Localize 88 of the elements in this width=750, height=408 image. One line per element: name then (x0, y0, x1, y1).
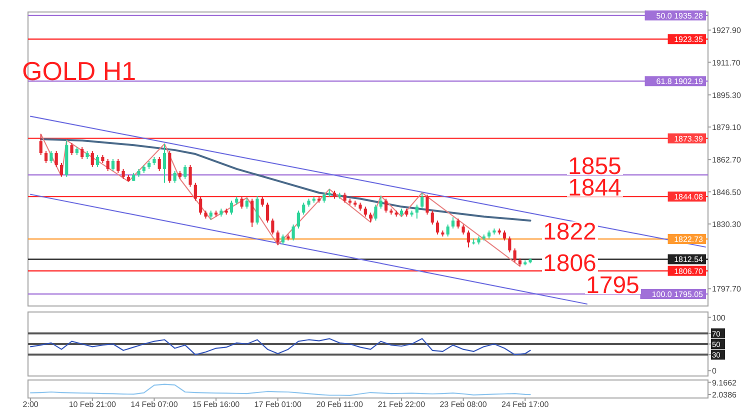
candlestick (384, 198, 388, 214)
candlestick (502, 230, 506, 241)
candlestick (374, 204, 378, 222)
candlestick (90, 150, 94, 168)
y-tick-label: 1879.10 (712, 123, 742, 132)
candlestick (50, 150, 53, 164)
y-tick-label: 1895.30 (712, 90, 742, 100)
candlestick (430, 210, 434, 226)
ref-line-label: 1873.39 (674, 134, 704, 144)
candlestick (39, 134, 42, 156)
y-tick-label: 9.1662 (712, 378, 738, 388)
text: GOLD H1 (22, 56, 136, 86)
candlestick (462, 224, 465, 235)
candlestick (250, 198, 254, 228)
candlestick (184, 164, 187, 180)
candlestick (436, 220, 440, 235)
candlestick (281, 234, 285, 245)
ref-line-label: 61.8 1902.19 (656, 77, 704, 86)
candlestick (513, 248, 516, 263)
line-series (30, 338, 531, 356)
candlestick (80, 146, 84, 160)
line-series (40, 134, 521, 267)
x-tick-label: 15 Feb 16:00 (192, 400, 240, 408)
candlestick (426, 194, 429, 216)
candlestick (446, 224, 450, 237)
candlestick (158, 156, 161, 172)
y-tick-label: 1911.70 (712, 58, 741, 68)
x-tick-label: 2:00 (22, 400, 39, 408)
x-tick-label: 23 Feb 08:00 (440, 400, 488, 408)
candlestick (451, 216, 455, 230)
y-tick-label: 2.0386 (712, 390, 738, 400)
ref-line-label: 1844.08 (674, 192, 704, 202)
candlestick (276, 230, 280, 246)
candlestick (122, 168, 125, 180)
candlestick (70, 142, 74, 156)
candlestick (466, 230, 470, 248)
candlestick (194, 182, 197, 202)
candlestick (106, 158, 110, 172)
candlestick (240, 196, 244, 210)
candlestick (266, 202, 270, 224)
candlestick (369, 212, 372, 223)
candlestick (60, 162, 64, 177)
y-tick-label: 1927.90 (712, 26, 742, 36)
candlestick (116, 158, 120, 174)
candlestick (260, 196, 264, 208)
candlestick (420, 192, 424, 210)
ref-line-label: 1812.54 (674, 255, 704, 264)
y-tick-label: 1797.70 (712, 284, 742, 294)
candlestick (44, 150, 48, 164)
ref-line-label: 1806.70 (674, 266, 704, 276)
candlestick (379, 195, 382, 210)
annotation: 1822 (543, 218, 596, 246)
line-series (30, 384, 531, 396)
candlestick (415, 204, 418, 220)
candlestick (364, 206, 367, 218)
x-tick-label: 10 Feb 21:00 (68, 400, 117, 408)
x-tick-label: 24 Feb 17:00 (502, 400, 550, 408)
y-tick-label: 0 (712, 366, 717, 376)
candlestick (256, 195, 259, 226)
x-tick-label: 14 Feb 07:00 (130, 400, 178, 408)
candlestick (173, 170, 176, 184)
candlestick (456, 218, 460, 230)
x-tick-label: 21 Feb 22:00 (378, 400, 426, 408)
ref-line-label: 1923.35 (674, 35, 704, 44)
candlestick (188, 164, 192, 188)
ref-line-label: 1822.73 (674, 234, 704, 244)
ref-line-label: 100.0 1795.05 (652, 290, 704, 299)
ref-line-label: 50.0 1935.28 (656, 11, 704, 20)
candlestick (302, 202, 306, 216)
candlestick (54, 150, 58, 168)
x-tick-label: 17 Feb 01:00 (254, 400, 302, 408)
candlestick (199, 196, 202, 216)
y-tick-label: 1846.50 (712, 188, 742, 197)
candlestick (271, 218, 274, 235)
y-tick-label: 100 (712, 313, 726, 322)
candlestick (296, 210, 300, 230)
candlestick (508, 236, 512, 253)
candlestick (230, 200, 234, 216)
x-tick-label: 20 Feb 11:00 (316, 400, 364, 408)
y-tick-label: 1862.70 (712, 156, 742, 165)
candlestick (245, 197, 248, 210)
candlestick (111, 158, 115, 172)
candlestick (322, 192, 326, 204)
line-series (40, 138, 532, 222)
candlestick (292, 224, 295, 241)
y-tick-label: 1830.30 (712, 220, 742, 229)
candlestick (96, 154, 100, 168)
candlestick (162, 143, 166, 184)
